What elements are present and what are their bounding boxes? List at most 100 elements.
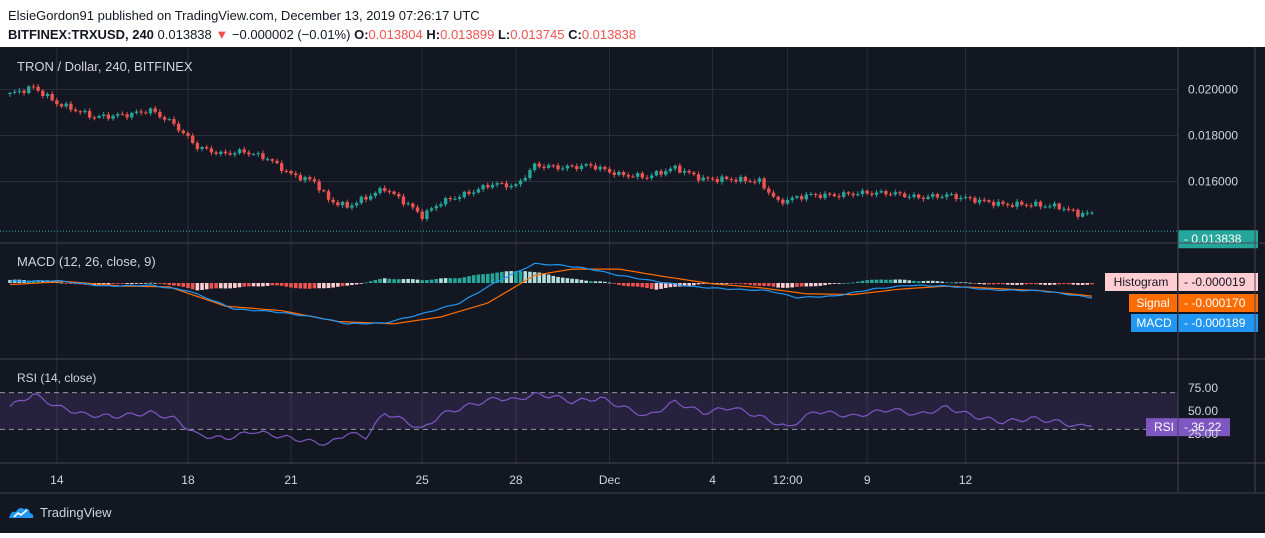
- macd-histogram-bar[interactable]: [546, 274, 551, 283]
- macd-histogram-bar[interactable]: [560, 277, 565, 283]
- candle-body[interactable]: [223, 151, 228, 154]
- macd-histogram-bar[interactable]: [1024, 283, 1029, 285]
- candle-body[interactable]: [870, 193, 874, 195]
- macd-histogram-bar[interactable]: [771, 283, 776, 287]
- macd-histogram-bar[interactable]: [284, 283, 289, 287]
- macd-histogram-bar[interactable]: [500, 271, 504, 283]
- chart-area[interactable]: - 0.013838 Histogram - -0.000019 Signal - -…: [0, 47, 1265, 533]
- candle-body[interactable]: [1034, 201, 1038, 206]
- macd-histogram-bar[interactable]: [982, 283, 987, 285]
- candle-body[interactable]: [397, 194, 401, 197]
- candle-body[interactable]: [387, 191, 392, 193]
- candle-body[interactable]: [916, 194, 921, 198]
- macd-histogram-bar[interactable]: [963, 282, 968, 284]
- macd-histogram-bar[interactable]: [139, 283, 143, 284]
- macd-histogram-bar[interactable]: [471, 275, 476, 283]
- macd-histogram-bar[interactable]: [1057, 283, 1062, 285]
- candle-body[interactable]: [167, 119, 171, 121]
- candle-body[interactable]: [589, 164, 593, 166]
- candle-body[interactable]: [148, 108, 153, 114]
- macd-histogram-bar[interactable]: [453, 278, 457, 283]
- candle-body[interactable]: [973, 197, 977, 203]
- macd-histogram-bar[interactable]: [1029, 283, 1033, 285]
- macd-histogram-bar[interactable]: [579, 279, 584, 283]
- candle-body[interactable]: [790, 197, 794, 201]
- candle-body[interactable]: [162, 117, 167, 120]
- macd-histogram-bar[interactable]: [242, 283, 246, 287]
- macd-histogram-bar[interactable]: [261, 283, 265, 287]
- macd-histogram-bar[interactable]: [223, 283, 228, 289]
- candle-body[interactable]: [425, 210, 429, 219]
- candle-body[interactable]: [490, 184, 495, 188]
- macd-histogram-bar[interactable]: [1019, 283, 1024, 285]
- macd-histogram-bar[interactable]: [270, 283, 275, 286]
- macd-histogram-bar[interactable]: [1090, 283, 1094, 285]
- macd-histogram-bar[interactable]: [204, 283, 209, 290]
- candle-body[interactable]: [762, 178, 766, 189]
- macd-histogram-bar[interactable]: [144, 282, 148, 284]
- macd-histogram-bar[interactable]: [59, 282, 64, 284]
- candle-body[interactable]: [1048, 206, 1052, 208]
- candle-body[interactable]: [251, 154, 256, 156]
- candle-body[interactable]: [813, 194, 818, 196]
- candle-body[interactable]: [205, 147, 209, 149]
- candle-body[interactable]: [921, 197, 926, 199]
- rsi-pane[interactable]: RSI - 36.22: [0, 391, 1230, 446]
- candle-body[interactable]: [968, 197, 972, 199]
- macd-histogram-bar[interactable]: [293, 283, 298, 289]
- macd-histogram-bar[interactable]: [598, 281, 602, 283]
- macd-histogram-bar[interactable]: [818, 283, 823, 286]
- candle-body[interactable]: [598, 166, 602, 170]
- candle-body[interactable]: [420, 211, 424, 219]
- candle-body[interactable]: [1057, 203, 1061, 210]
- macd-histogram-bar[interactable]: [190, 283, 195, 290]
- macd-histogram-bar[interactable]: [256, 283, 261, 287]
- macd-histogram-bar[interactable]: [902, 279, 907, 283]
- candle-body[interactable]: [8, 92, 12, 95]
- macd-histogram-bar[interactable]: [1062, 283, 1066, 285]
- candle-body[interactable]: [902, 193, 907, 198]
- macd-histogram-bar[interactable]: [218, 283, 223, 289]
- candle-body[interactable]: [528, 170, 532, 178]
- candle-body[interactable]: [846, 192, 851, 194]
- candle-body[interactable]: [134, 111, 139, 113]
- candle-body[interactable]: [312, 179, 317, 182]
- candle-body[interactable]: [1001, 201, 1005, 204]
- candle-body[interactable]: [476, 189, 481, 193]
- candle-body[interactable]: [27, 86, 31, 94]
- macd-histogram-bar[interactable]: [514, 271, 518, 283]
- macd-histogram-bar[interactable]: [364, 282, 368, 284]
- macd-histogram-bar[interactable]: [888, 279, 893, 283]
- candle-body[interactable]: [561, 168, 565, 170]
- macd-histogram-bar[interactable]: [804, 283, 809, 287]
- macd-histogram-bar[interactable]: [457, 278, 462, 283]
- macd-histogram-bar[interactable]: [734, 283, 738, 284]
- candle-body[interactable]: [720, 176, 724, 182]
- candle-body[interactable]: [364, 196, 368, 200]
- candle-body[interactable]: [907, 196, 912, 198]
- macd-histogram-bar[interactable]: [701, 283, 706, 284]
- candle-body[interactable]: [1043, 206, 1047, 208]
- macd-histogram-bar[interactable]: [959, 282, 963, 284]
- candle-body[interactable]: [753, 181, 757, 183]
- candle-body[interactable]: [860, 190, 865, 195]
- candle-body[interactable]: [275, 160, 279, 164]
- macd-histogram-bar[interactable]: [359, 283, 364, 284]
- macd-line[interactable]: [9, 262, 1093, 325]
- candle-body[interactable]: [158, 111, 162, 118]
- candle-body[interactable]: [322, 190, 326, 192]
- candle-body[interactable]: [827, 193, 832, 195]
- macd-histogram-bar[interactable]: [991, 283, 996, 285]
- candle-body[interactable]: [565, 165, 570, 169]
- macd-histogram-bar[interactable]: [767, 283, 771, 287]
- candle-body[interactable]: [874, 192, 879, 195]
- macd-histogram-bar[interactable]: [36, 280, 40, 283]
- macd-histogram-bar[interactable]: [584, 280, 588, 283]
- candle-body[interactable]: [17, 90, 22, 92]
- macd-histogram-bar[interactable]: [322, 283, 326, 289]
- candle-body[interactable]: [101, 114, 106, 116]
- macd-histogram-bar[interactable]: [762, 283, 766, 286]
- candle-body[interactable]: [865, 190, 869, 194]
- macd-pane[interactable]: Histogram - -0.000019 Signal - -0.000170 MAC…: [8, 262, 1258, 332]
- candle-body[interactable]: [73, 109, 78, 112]
